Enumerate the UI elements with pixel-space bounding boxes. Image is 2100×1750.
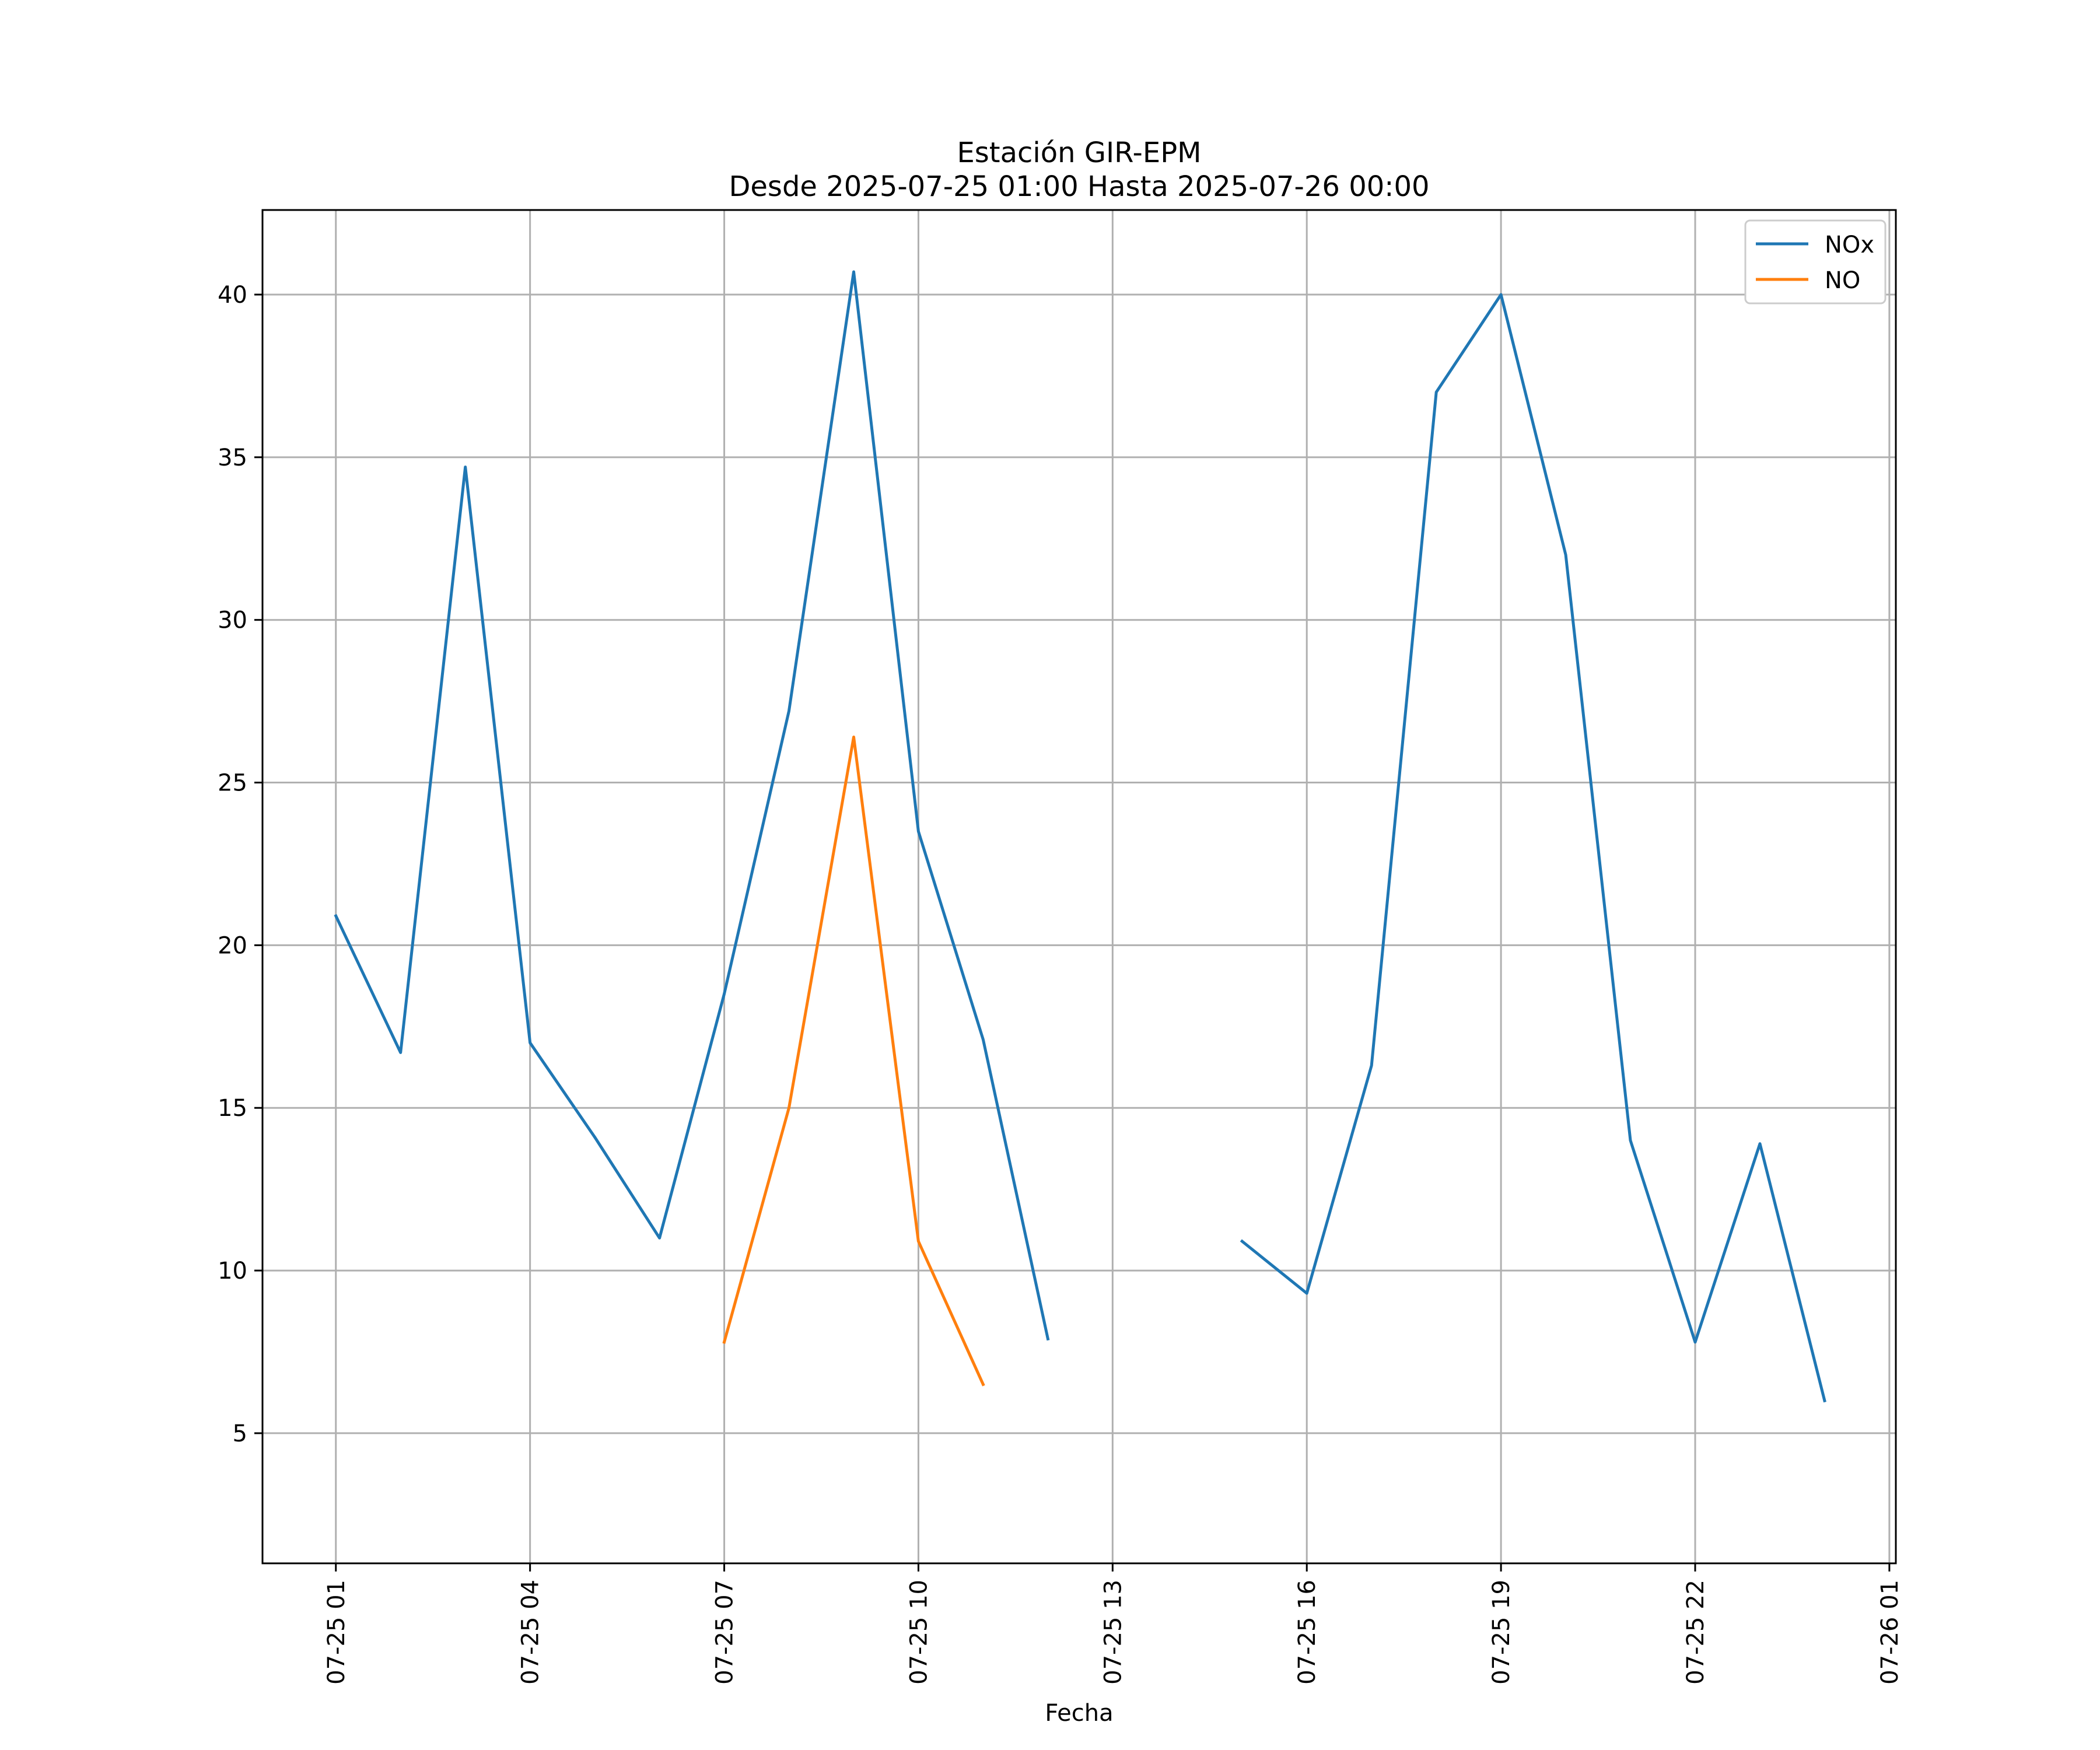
y-tick-label: 40	[218, 282, 247, 309]
grid-lines	[262, 210, 1896, 1563]
x-tick-label: 07-26 01	[1877, 1580, 1903, 1685]
x-tick-label: 07-25 22	[1682, 1580, 1709, 1685]
y-tick-label: 25	[218, 770, 247, 797]
x-axis: 07-25 01 07-25 04 07-25 07 07-25 10 07-25 13…	[323, 1563, 1903, 1685]
y-tick-label: 30	[218, 607, 247, 634]
series-no	[722, 736, 985, 1387]
x-axis-label: Fecha	[1045, 1700, 1113, 1727]
series-lines	[334, 270, 1826, 1403]
legend-box	[1744, 219, 1887, 304]
x-tick-label: 07-25 10	[905, 1580, 932, 1685]
series-line-no	[722, 736, 985, 1387]
plot-area-frame	[261, 209, 1897, 1564]
legend: NOx NO	[1744, 219, 1887, 304]
x-tick-label: 07-25 04	[517, 1580, 544, 1685]
series-line-nox	[334, 270, 1050, 1341]
y-tick-label: 10	[218, 1258, 247, 1284]
y-tick-label: 5	[233, 1420, 247, 1447]
x-tick-label: 07-25 19	[1488, 1580, 1515, 1685]
chart-title: Estación GIR-EPM	[957, 136, 1201, 169]
legend-label-no: NO	[1825, 267, 1860, 294]
y-tick-label: 20	[218, 932, 247, 959]
chart-subtitle: Desde 2025-07-25 01:00 Hasta 2025-07-26 …	[729, 170, 1429, 203]
series-line-nox	[1240, 293, 1826, 1403]
x-tick-label: 07-25 13	[1100, 1580, 1126, 1685]
x-tick-label: 07-25 16	[1294, 1580, 1321, 1685]
y-tick-label: 15	[218, 1095, 247, 1122]
x-tick-label: 07-25 01	[323, 1580, 350, 1685]
legend-label-nox: NOx	[1825, 232, 1874, 258]
x-tick-label: 07-25 07	[712, 1580, 738, 1685]
y-axis: 5 10 15 20 25 30 35 40	[218, 282, 262, 1447]
series-nox	[334, 270, 1826, 1403]
y-tick-label: 35	[218, 444, 247, 471]
